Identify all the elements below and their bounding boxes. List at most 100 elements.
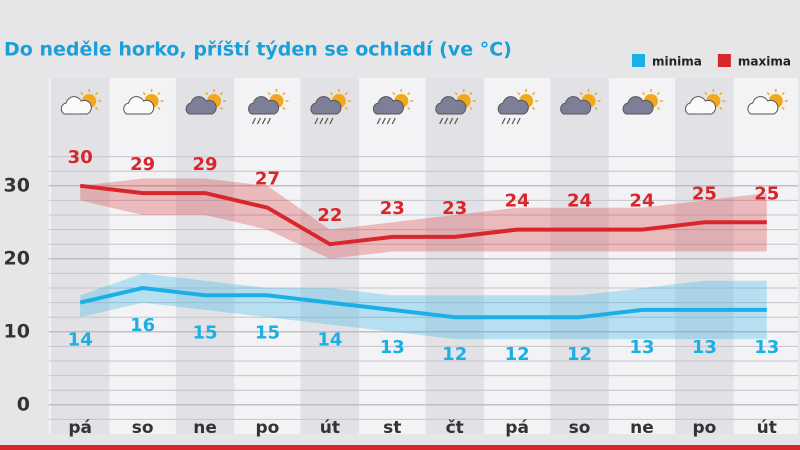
x-tick-label: ne	[193, 418, 217, 438]
legend-swatch	[717, 54, 731, 67]
sun-ray	[781, 106, 785, 111]
weather-icon	[497, 89, 539, 125]
rain	[511, 117, 516, 125]
sun-ray	[267, 91, 271, 96]
rain	[261, 117, 266, 125]
value-label: 14	[68, 330, 93, 351]
sun-ray	[80, 91, 84, 96]
value-label: 13	[380, 337, 405, 358]
sun-ray	[282, 106, 286, 111]
rain	[444, 117, 449, 125]
sun-ray	[219, 91, 224, 96]
line	[79, 183, 767, 247]
cloud	[60, 96, 92, 115]
sun-ray	[407, 106, 411, 111]
value-label: 13	[629, 337, 654, 358]
weather-icon	[185, 89, 227, 115]
plot-area	[49, 78, 798, 434]
cloud	[310, 96, 342, 115]
value-label: 24	[567, 191, 592, 212]
rain	[251, 117, 256, 125]
legend-label: minima	[652, 55, 702, 69]
sun-ray	[719, 91, 723, 96]
sun-ray	[656, 91, 660, 96]
rain	[266, 117, 271, 125]
cloud	[560, 96, 592, 115]
sun-ray	[719, 106, 723, 111]
x-tick-label: ne	[630, 418, 654, 438]
column-shade	[175, 78, 235, 434]
sun-ray	[407, 91, 411, 96]
legend-label: maxima	[738, 55, 791, 69]
weather-icon	[60, 89, 102, 115]
rain	[314, 117, 319, 125]
column-shade	[675, 78, 734, 434]
columns	[49, 78, 798, 434]
weather-icon	[248, 89, 289, 125]
sun-ray	[95, 106, 99, 111]
weather-icon	[747, 89, 788, 115]
rain	[454, 117, 459, 125]
value-label: 14	[317, 330, 342, 351]
rain	[391, 117, 396, 125]
value-label: 29	[193, 154, 218, 175]
value-label: 16	[130, 315, 155, 336]
cloud	[685, 96, 717, 115]
value-label: 12	[442, 344, 467, 365]
range-band	[80, 273, 767, 340]
cloud	[622, 96, 654, 115]
sun-ray	[454, 91, 458, 96]
sun-ray	[469, 91, 473, 96]
sun-ray	[95, 91, 99, 96]
rain	[381, 117, 386, 125]
range-band	[80, 178, 767, 259]
cloud	[185, 96, 217, 115]
sun-ray	[579, 91, 583, 96]
rain	[516, 117, 521, 125]
value-label: 15	[255, 322, 280, 343]
value-label: 24	[505, 191, 530, 212]
sun-ray	[219, 106, 224, 111]
rain	[329, 117, 334, 125]
column-shade	[300, 78, 360, 434]
cloud	[372, 96, 404, 115]
value-label: 12	[567, 344, 592, 365]
sun-ray	[157, 106, 161, 111]
y-tick-label: 20	[4, 247, 30, 269]
sun-ray	[656, 106, 660, 111]
value-label: 27	[255, 169, 280, 190]
legend-swatch	[632, 54, 645, 67]
value-label: 23	[442, 198, 467, 219]
sun-ray	[282, 91, 286, 96]
rain	[506, 117, 511, 125]
weather-icon	[560, 89, 601, 115]
value-label: 30	[68, 147, 93, 168]
x-tick-label: pá	[505, 418, 529, 438]
rain	[449, 117, 454, 125]
y-tick-label: 10	[4, 320, 30, 342]
sun-ray	[392, 91, 396, 96]
weather-icon	[123, 89, 164, 115]
value-label: 24	[629, 191, 654, 212]
column-shade	[550, 78, 609, 434]
sun-ray	[766, 91, 770, 96]
value-label: 22	[317, 205, 342, 226]
weather-icon	[310, 89, 351, 125]
x-tick-label: pá	[68, 418, 92, 438]
value-label: 12	[505, 344, 530, 365]
weather-icon	[685, 89, 726, 115]
rain	[256, 117, 261, 125]
rain	[386, 117, 391, 125]
sun-ray	[205, 91, 209, 96]
rain	[439, 117, 444, 125]
sun-ray	[531, 91, 536, 96]
x-tick-label: st	[383, 418, 401, 438]
sun-ray	[517, 91, 521, 96]
cloud	[747, 96, 779, 115]
cloud	[435, 96, 467, 115]
x-tick-label: po	[692, 418, 716, 438]
value-label: 13	[754, 337, 779, 358]
rain	[324, 117, 329, 125]
sun-ray	[344, 106, 348, 111]
